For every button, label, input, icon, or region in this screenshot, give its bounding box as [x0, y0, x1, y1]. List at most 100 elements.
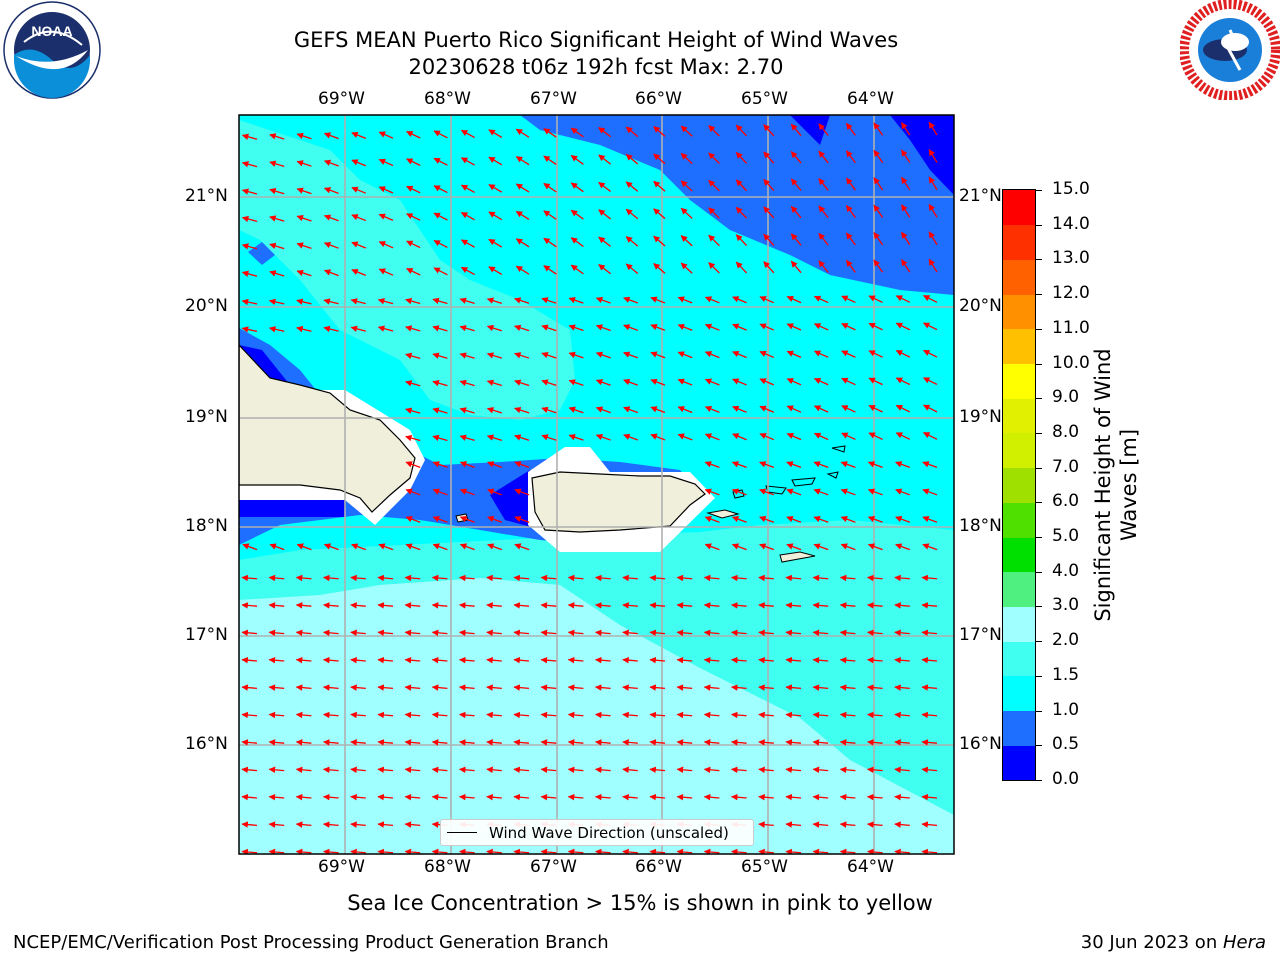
wind-wave-arrow — [405, 352, 421, 360]
wind-wave-arrow — [377, 848, 394, 854]
wind-wave-arrow — [431, 629, 448, 637]
wind-wave-arrow — [323, 214, 339, 222]
wind-wave-arrow — [486, 324, 502, 332]
wind-wave-arrow — [650, 351, 666, 359]
colorbar-tick-mark — [1035, 571, 1042, 573]
wind-wave-arrow — [680, 235, 693, 247]
wind-wave-arrow — [486, 297, 502, 304]
wind-wave-arrow — [759, 323, 775, 331]
wind-wave-arrow — [268, 326, 285, 333]
wind-wave-arrow — [901, 176, 911, 191]
wind-wave-arrow — [676, 629, 693, 637]
wind-wave-arrow — [763, 233, 775, 246]
wind-wave-arrow — [404, 739, 421, 746]
wind-wave-arrow — [786, 461, 802, 469]
wind-wave-arrow — [622, 574, 638, 582]
colorbar-segment — [1003, 641, 1035, 677]
wind-wave-arrow — [785, 848, 802, 854]
wind-wave-arrow — [515, 156, 530, 166]
wind-wave-arrow — [704, 516, 720, 523]
wind-wave-arrow — [901, 122, 911, 136]
wind-wave-arrow — [622, 711, 638, 719]
wind-wave-arrow — [845, 150, 856, 164]
wind-wave-arrow — [895, 322, 911, 331]
wind-wave-arrow — [759, 350, 775, 359]
wind-wave-arrow — [350, 574, 366, 582]
wind-wave-arrow — [323, 574, 339, 582]
wind-wave-arrow — [432, 434, 448, 442]
wind-wave-arrow — [625, 153, 639, 165]
wind-wave-arrow — [460, 184, 475, 193]
wind-wave-arrow — [404, 793, 421, 801]
wind-wave-arrow — [867, 766, 883, 774]
wind-wave-arrow — [649, 711, 666, 719]
wind-wave-arrow — [922, 543, 938, 551]
wind-wave-arrow — [623, 406, 639, 414]
wind-wave-arrow — [921, 739, 938, 746]
wind-wave-arrow — [813, 350, 829, 358]
wind-wave-arrow — [731, 461, 747, 469]
wind-wave-arrow — [786, 516, 802, 523]
wind-wave-arrow — [296, 187, 312, 195]
colorbar-tick-label: 15.0 — [1052, 179, 1090, 199]
colorbar-tick-mark — [1035, 398, 1042, 400]
wind-wave-arrow — [488, 211, 503, 221]
wind-wave-arrow — [732, 433, 747, 441]
wind-wave-arrow — [269, 133, 285, 140]
wind-wave-arrow — [433, 157, 448, 166]
wind-wave-arrow — [785, 656, 802, 664]
wind-wave-arrow — [543, 265, 557, 275]
wind-wave-arrow — [295, 821, 312, 828]
wind-wave-arrow — [622, 848, 638, 854]
wind-wave-arrow — [268, 821, 285, 828]
colorbar-tick-mark — [1035, 363, 1042, 365]
wind-wave-arrow — [813, 543, 829, 551]
wind-wave-arrow — [921, 848, 938, 854]
wind-wave-arrow — [295, 629, 312, 637]
wind-wave-arrow — [840, 543, 856, 551]
wind-wave-arrow — [295, 793, 312, 801]
wind-wave-arrow — [921, 602, 938, 609]
wind-wave-arrow — [623, 351, 639, 359]
wind-wave-arrow — [732, 378, 747, 386]
wind-wave-arrow — [350, 298, 366, 305]
wind-wave-arrow — [377, 711, 394, 719]
wind-wave-arrow — [486, 711, 502, 719]
lon-label-top: 65°W — [741, 89, 788, 109]
wind-wave-arrow — [649, 793, 666, 801]
wind-wave-arrow — [268, 848, 285, 854]
wind-wave-arrow — [570, 127, 584, 138]
colorbar-segment — [1003, 675, 1035, 712]
wind-wave-arrow — [818, 178, 829, 191]
wind-wave-arrow — [894, 574, 910, 582]
wind-wave-arrow — [867, 574, 883, 582]
wind-wave-arrow — [405, 434, 421, 442]
colorbar-title: Significant Height of Wind Waves [m] — [1090, 348, 1142, 621]
wind-wave-arrow — [405, 488, 421, 496]
wind-wave-arrow — [513, 766, 530, 774]
wind-wave-arrow — [921, 821, 938, 828]
wind-wave-arrow — [759, 405, 775, 413]
wind-wave-arrow — [812, 602, 829, 609]
wind-wave-arrow — [570, 182, 584, 193]
colorbar-tick-mark — [1035, 467, 1042, 469]
wind-wave-arrow — [622, 656, 638, 664]
wind-wave-arrow — [650, 433, 666, 441]
lat-label-left: 18°N — [185, 516, 228, 536]
wind-wave-arrow — [543, 210, 557, 220]
wind-wave-arrow — [758, 739, 774, 746]
wind-wave-arrow — [650, 324, 666, 331]
lat-label-right: 19°N — [959, 407, 1002, 427]
wind-wave-arrow — [649, 656, 666, 664]
wind-wave-arrow — [241, 684, 258, 691]
wind-wave-arrow — [595, 406, 611, 414]
wind-wave-arrow — [895, 516, 911, 523]
wind-wave-arrow — [540, 793, 557, 801]
wind-wave-arrow — [895, 404, 911, 413]
wind-wave-arrow — [703, 602, 720, 609]
wind-wave-arrow — [812, 766, 829, 774]
wind-wave-arrow — [595, 351, 611, 359]
colorbar-segment — [1003, 571, 1035, 607]
wind-wave-arrow — [625, 126, 639, 138]
wind-wave-arrow — [241, 766, 258, 774]
